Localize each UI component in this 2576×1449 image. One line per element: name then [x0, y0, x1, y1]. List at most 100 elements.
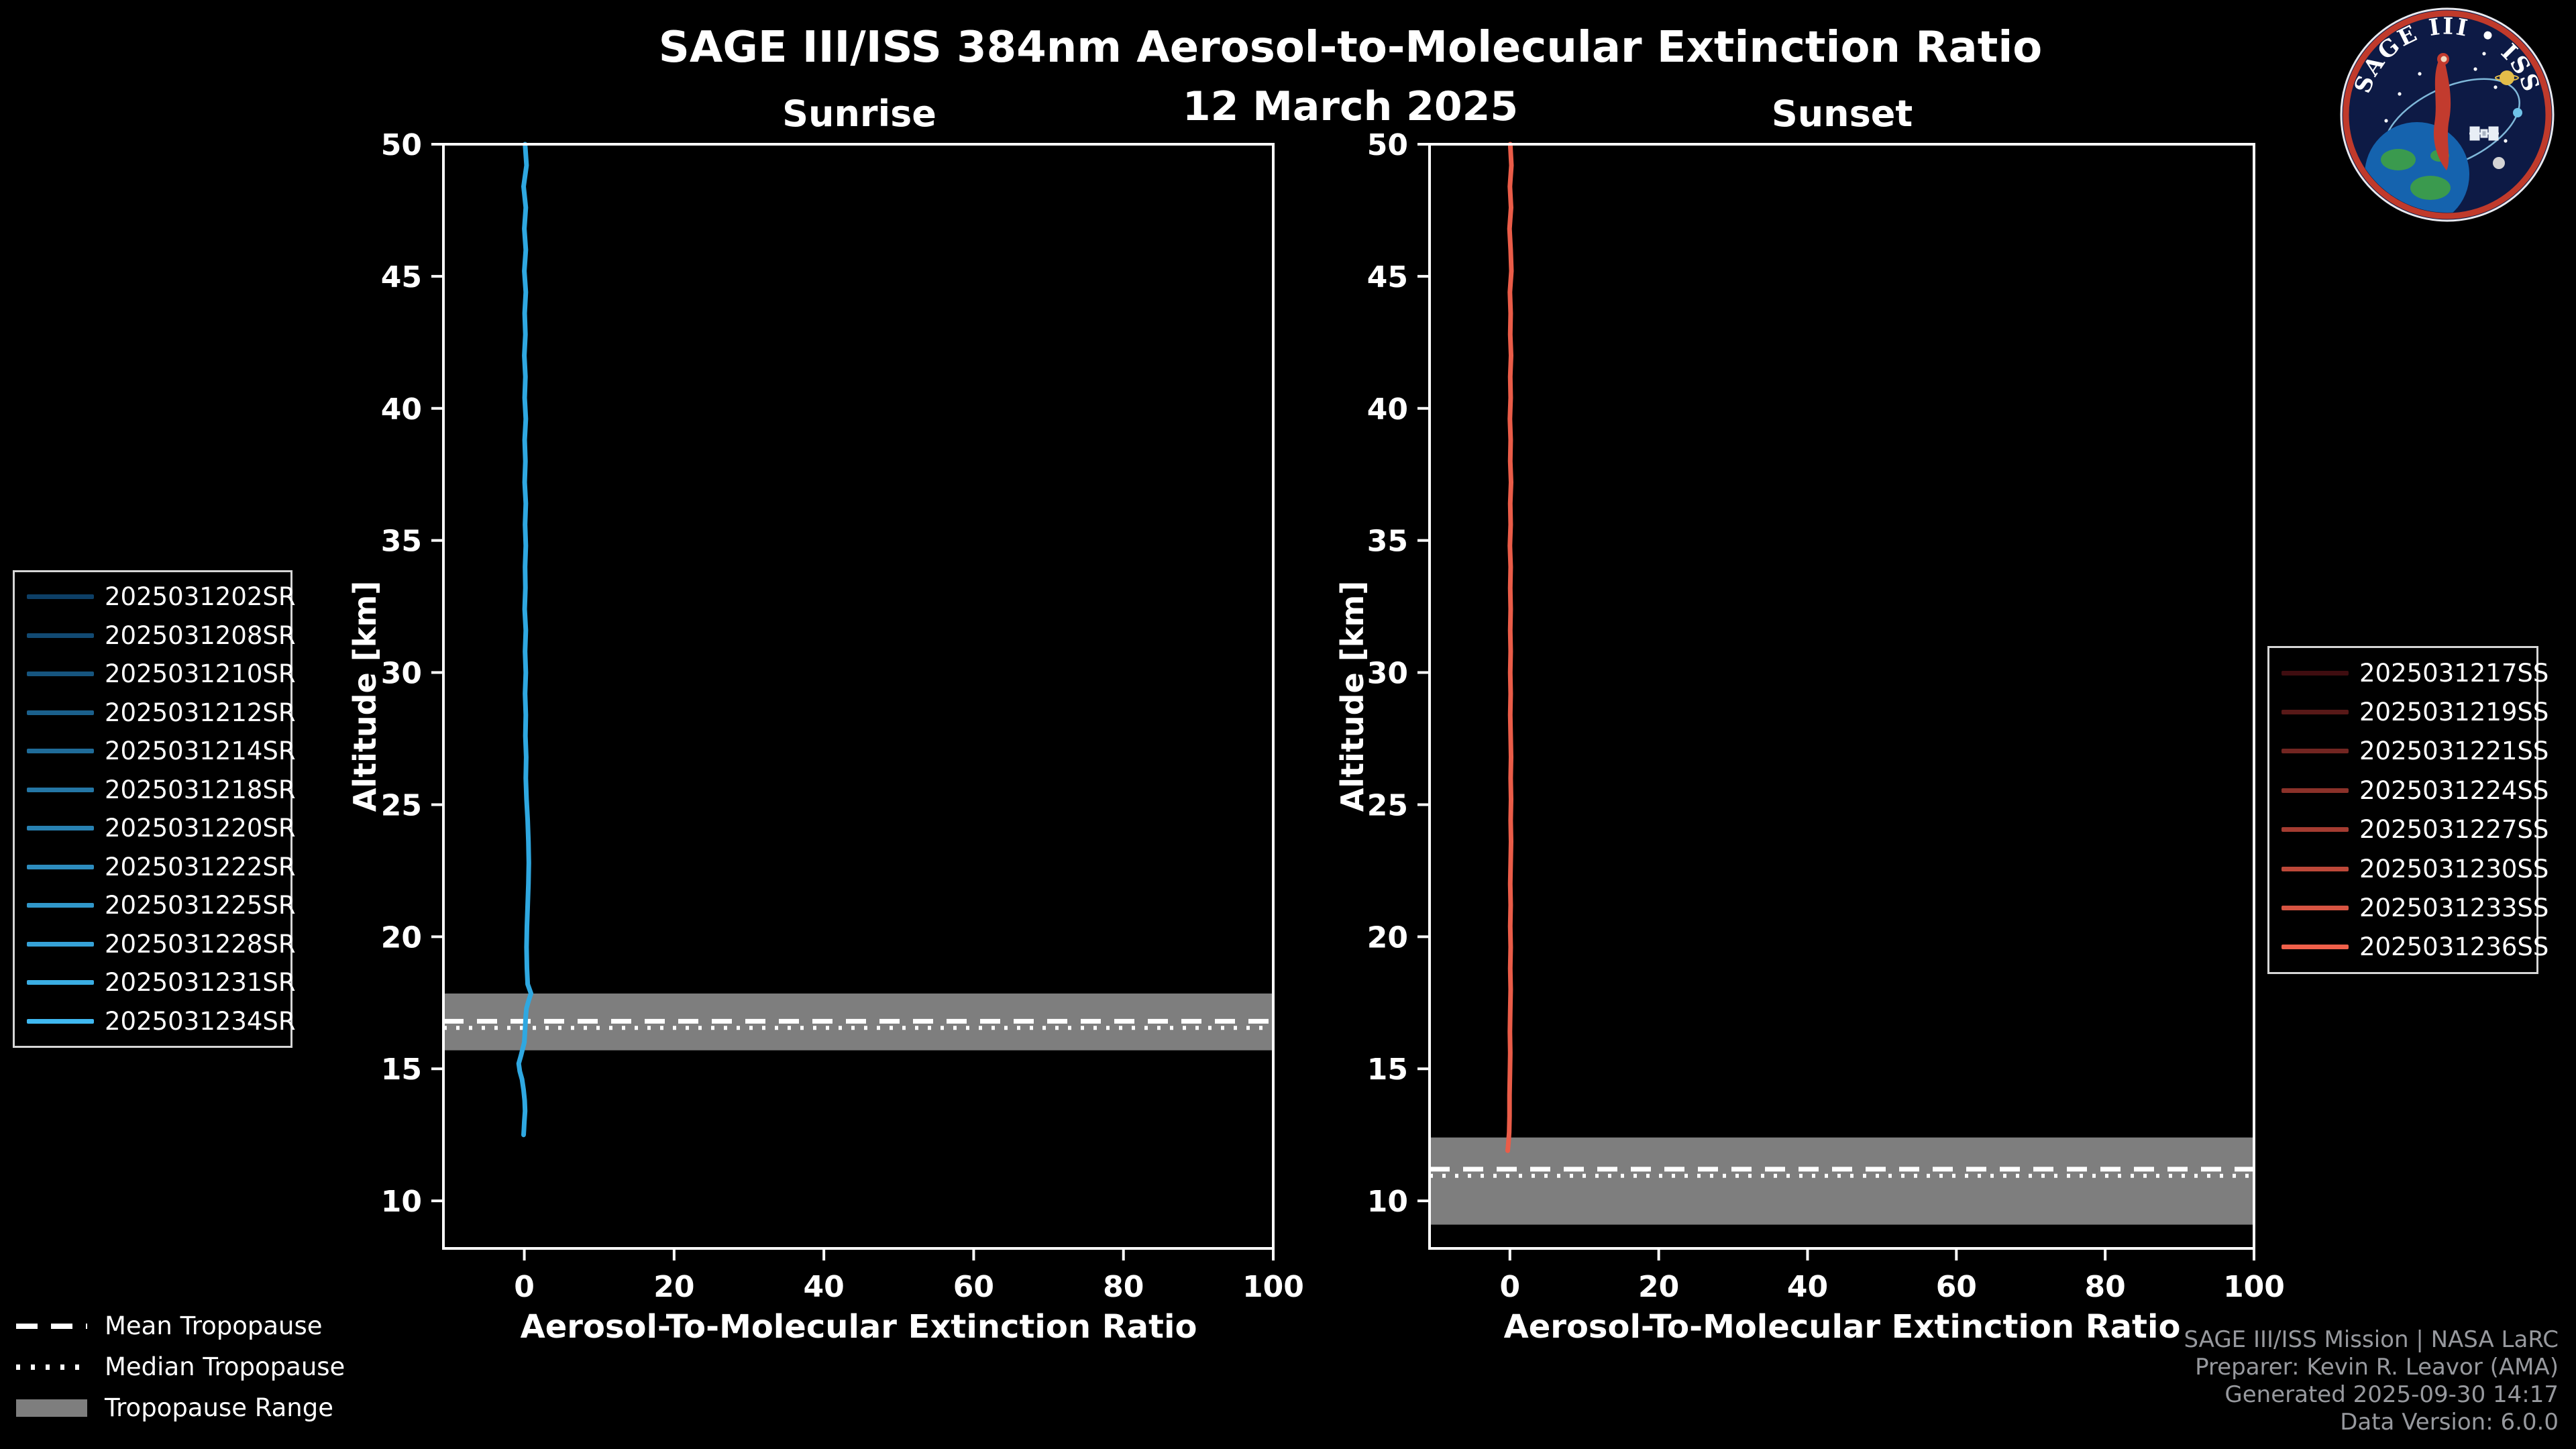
legend-line-sample	[27, 826, 94, 831]
legend-label: 2025031208SR	[105, 621, 296, 650]
legend-item: 2025031221SS	[2276, 737, 2548, 765]
y-tick-label: 15	[1367, 1053, 1408, 1087]
x-tick-label: 0	[514, 1270, 535, 1304]
y-tick-label: 25	[1367, 788, 1408, 822]
legend-line-sample	[2282, 945, 2349, 950]
legend-label: 2025031202SR	[105, 582, 296, 612]
legend-line-sample	[27, 710, 94, 715]
panel-title-sunset: Sunset	[1771, 93, 1913, 135]
legend-item: 2025031236SS	[2276, 932, 2548, 961]
legend-line-sample	[2282, 866, 2349, 871]
x-tick-label: 60	[953, 1270, 994, 1304]
legend-item: 2025031219SS	[2276, 698, 2548, 727]
legend-label: 2025031222SR	[105, 852, 296, 881]
legend-label: 2025031220SR	[105, 814, 296, 843]
legend-label: 2025031210SR	[105, 659, 296, 689]
y-tick-label: 45	[381, 260, 422, 294]
legend-item: 2025031202SR	[21, 582, 296, 611]
legend-line-sample	[2282, 749, 2349, 754]
x-tick-label: 0	[1499, 1270, 1520, 1304]
y-tick-label: 50	[1367, 128, 1408, 162]
legend-label: 2025031227SS	[2359, 815, 2549, 845]
legend-line-sample	[27, 594, 94, 600]
y-tick-label: 35	[381, 525, 422, 559]
robed-figure	[2433, 58, 2451, 170]
y-tick-label: 25	[381, 788, 422, 822]
planet	[2500, 70, 2514, 85]
y-tick-label: 30	[381, 657, 422, 691]
legend-line-sample	[27, 864, 94, 869]
y-tick-label: 10	[381, 1185, 422, 1219]
legend-line-sample	[27, 980, 94, 985]
legend-item: 2025031212SR	[21, 698, 296, 727]
moon	[2493, 157, 2505, 169]
plot-border	[442, 143, 1275, 1250]
sage-iii-iss-mission-patch: SAGE III • ISS	[2340, 7, 2555, 222]
legend-item: 2025031218SR	[21, 775, 296, 804]
sunset-event-legend: 2025031217SS 2025031219SS 2025031221SS 2025…	[2267, 646, 2548, 974]
sunset-y-axis-label: Altitude [km]	[1334, 580, 1371, 812]
x-tick-label: 40	[1787, 1270, 1828, 1304]
legend-item: 2025031227SS	[2276, 815, 2548, 844]
logo-red-ring	[2343, 10, 2552, 219]
legend-item: 2025031234SR	[21, 1007, 296, 1036]
credit-preparer: Preparer: Kevin R. Leavor (AMA)	[2195, 1354, 2559, 1381]
legend-label: 2025031234SR	[105, 1006, 296, 1036]
y-tick-label: 50	[381, 128, 422, 162]
legend-line-sample	[27, 672, 94, 677]
median-tropopause-label: Median Tropopause	[105, 1352, 345, 1381]
plot-border	[1428, 143, 2255, 1250]
sunrise-plot: 0 20 40 60 80 100 10 15 20 25 30 35 40 45 50	[381, 128, 1304, 1304]
legend-line-sample	[27, 633, 94, 638]
credit-generated: Generated 2025-09-30 14:17	[2224, 1381, 2559, 1408]
sunrise-event-legend: 2025031202SR 2025031208SR 2025031210SR 2025…	[13, 570, 296, 1048]
x-tick-label: 40	[804, 1270, 845, 1304]
legend-item-mean-tropopause: Mean Tropopause	[15, 1305, 345, 1346]
credit-mission: SAGE III/ISS Mission | NASA LaRC	[2184, 1326, 2559, 1353]
legend-label: 2025031218SR	[105, 775, 296, 804]
legend-item-tropopause-range: Tropopause Range	[15, 1387, 345, 1428]
legend-item-median-tropopause: Median Tropopause	[15, 1346, 345, 1387]
legend-item: 2025031208SR	[21, 621, 296, 650]
tropopause-range-band	[1430, 1137, 2254, 1225]
legend-label: 2025031230SS	[2359, 854, 2549, 883]
legend-item: 2025031231SR	[21, 968, 296, 997]
legend-line-sample	[27, 749, 94, 754]
x-tick-label: 20	[653, 1270, 694, 1304]
tropopause-legend: Mean Tropopause Median Tropopause Tropop…	[15, 1305, 345, 1428]
gray-patch-sample	[16, 1399, 87, 1417]
sunset-plot: 0 20 40 60 80 100 10 15 20 25 30 35 40 45 50	[1367, 128, 2285, 1304]
legend-item: 2025031220SR	[21, 814, 296, 843]
x-tick-label: 100	[1242, 1270, 1304, 1304]
y-tick-label: 20	[381, 920, 422, 955]
y-tick-label: 30	[1367, 657, 1408, 691]
legend-item: 2025031225SR	[21, 891, 296, 920]
legend-item: 2025031224SS	[2276, 776, 2548, 805]
sunrise-x-axis-label: Aerosol-To-Molecular Extinction Ratio	[520, 1308, 1197, 1346]
legend-item: 2025031233SS	[2276, 894, 2548, 922]
legend-label: 2025031236SS	[2359, 932, 2549, 962]
legend-line-sample	[2282, 788, 2349, 793]
legend-line-sample	[27, 903, 94, 908]
legend-label: 2025031212SR	[105, 698, 296, 727]
legend-line-sample	[27, 941, 94, 947]
sunrise-y-axis-label: Altitude [km]	[347, 580, 383, 812]
sunset-x-axis-label: Aerosol-To-Molecular Extinction Ratio	[1503, 1308, 2181, 1346]
legend-item: 2025031214SR	[21, 737, 296, 765]
y-tick-label: 10	[1367, 1185, 1408, 1219]
sunrise-composite-profile	[516, 142, 534, 1138]
credits-block: SAGE III/ISS Mission | NASA LaRC Prepare…	[2184, 1326, 2559, 1436]
legend-label: 2025031214SR	[105, 737, 296, 766]
legend-item: 2025031210SR	[21, 659, 296, 688]
x-tick-label: 80	[2085, 1270, 2126, 1304]
legend-line-sample	[2282, 670, 2349, 676]
mean-tropopause-label: Mean Tropopause	[105, 1311, 323, 1340]
y-tick-label: 40	[1367, 392, 1408, 427]
y-tick-label: 15	[381, 1053, 422, 1087]
x-tick-label: 80	[1103, 1270, 1144, 1304]
legend-item: 2025031222SR	[21, 853, 296, 881]
legend-item: 2025031217SS	[2276, 659, 2548, 688]
legend-label: 2025031231SR	[105, 968, 296, 998]
y-tick-label: 40	[381, 392, 422, 427]
figure-title: SAGE III/ISS 384nm Aerosol-to-Molecular …	[658, 23, 2043, 72]
